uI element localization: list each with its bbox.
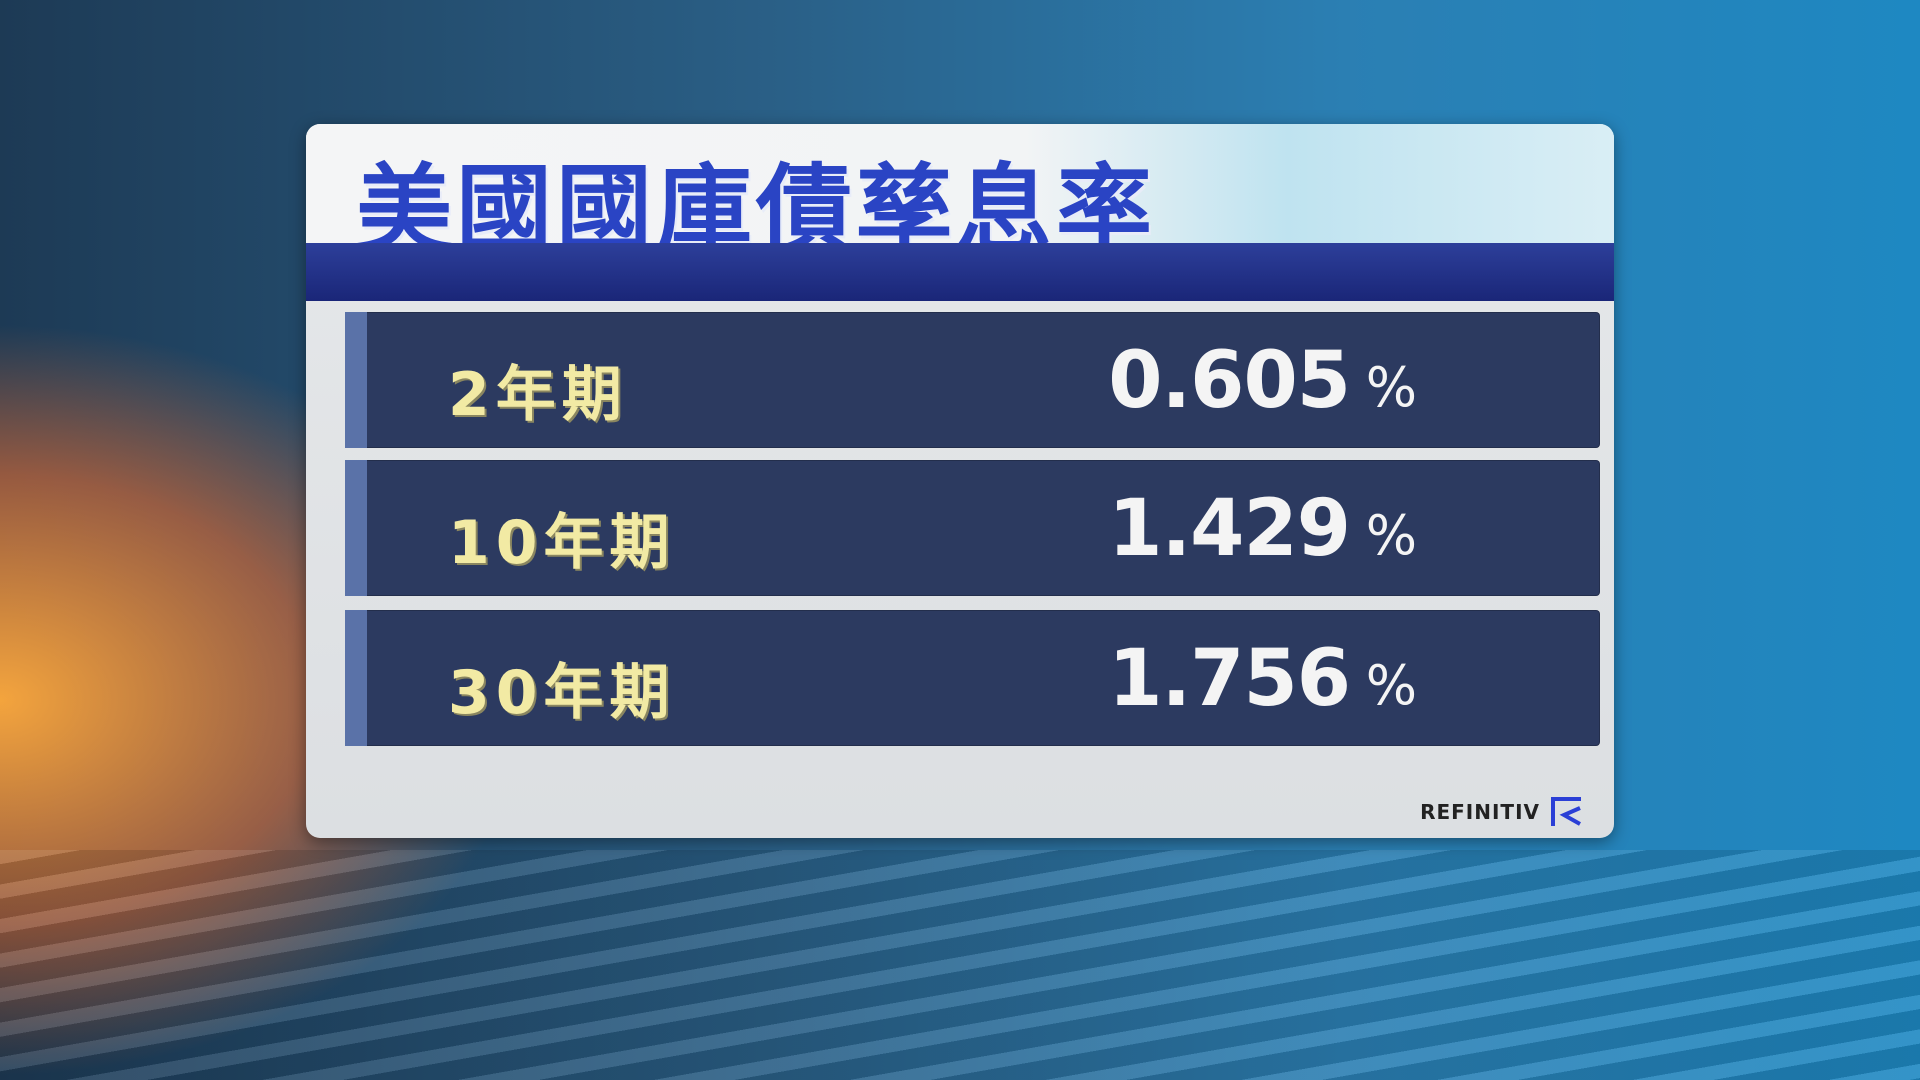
background-floor	[0, 850, 1920, 1080]
row-accent	[345, 610, 367, 746]
row-label: 10年期	[448, 508, 676, 578]
row-value: 0.605	[1108, 336, 1351, 426]
yield-row: 30年期 1.756 %	[345, 610, 1600, 746]
row-unit: %	[1365, 356, 1417, 419]
source-logo: REFINITIV	[1420, 796, 1584, 828]
row-unit: %	[1365, 654, 1417, 717]
yield-row: 10年期 1.429 %	[345, 460, 1600, 596]
source-name: REFINITIV	[1420, 800, 1540, 824]
row-unit: %	[1365, 504, 1417, 567]
refinitiv-logo-icon	[1551, 797, 1581, 826]
navy-band	[306, 243, 1614, 301]
row-label: 2年期	[448, 360, 628, 430]
yield-row: 2年期 0.605 %	[345, 312, 1600, 448]
title-band: 美國國庫債孳息率	[306, 124, 1614, 266]
row-accent	[345, 460, 367, 596]
row-label: 30年期	[448, 658, 676, 728]
row-value: 1.429	[1108, 484, 1351, 574]
bond-yield-panel: 美國國庫債孳息率 2年期 0.605 % 10年期 1.429 % 30年期 1…	[306, 124, 1614, 838]
row-accent	[345, 312, 367, 448]
row-value: 1.756	[1108, 634, 1351, 724]
